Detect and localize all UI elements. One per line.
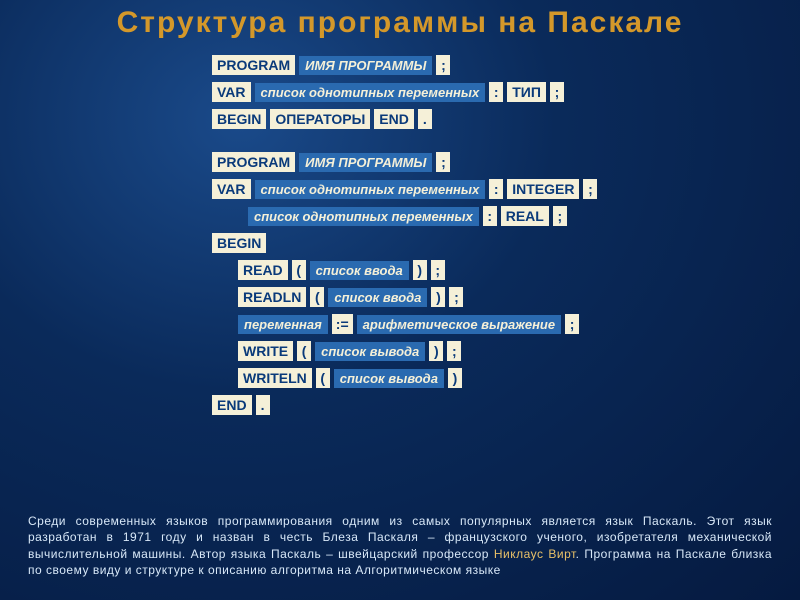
ph-varlist: список однотипных переменных [255, 83, 486, 102]
kw-real: REAL [501, 206, 549, 226]
line-var-1: VAR список однотипных переменных : ТИП ; [212, 81, 800, 103]
sym-semi: ; [565, 314, 579, 334]
sym-rpar: ) [429, 341, 443, 361]
kw-program: PROGRAM [212, 55, 295, 75]
sym-semi: ; [583, 179, 597, 199]
sym-lpar: ( [292, 260, 306, 280]
sym-rpar: ) [413, 260, 427, 280]
kw-begin: BEGIN [212, 233, 266, 253]
ph-progname: ИМЯ ПРОГРАММЫ [299, 153, 432, 172]
ph-progname: ИМЯ ПРОГРАММЫ [299, 56, 432, 75]
line-program-2: PROGRAM ИМЯ ПРОГРАММЫ ; [212, 151, 800, 173]
kw-program: PROGRAM [212, 152, 295, 172]
sym-semi: ; [550, 82, 564, 102]
sym-dot: . [418, 109, 432, 129]
kw-end: END [212, 395, 252, 415]
ph-outputlist: список вывода [315, 342, 425, 361]
sym-semi: ; [447, 341, 461, 361]
line-writeln: WRITELN ( список вывода ) [238, 367, 800, 389]
sym-dot: . [256, 395, 270, 415]
sym-semi: ; [431, 260, 445, 280]
sym-semi: ; [553, 206, 567, 226]
ph-inputlist: список ввода [328, 288, 427, 307]
kw-var: VAR [212, 179, 251, 199]
line-readln: READLN ( список ввода ) ; [238, 286, 800, 308]
ph-expr: арифметическое выражение [357, 315, 561, 334]
kw-read: READ [238, 260, 288, 280]
line-end-2: END . [212, 394, 800, 416]
sym-lpar: ( [316, 368, 330, 388]
kw-type: ТИП [507, 82, 546, 102]
ph-varlist: список однотипных переменных [255, 180, 486, 199]
ph-variable: переменная [238, 315, 328, 334]
kw-begin: BEGIN [212, 109, 266, 129]
page-title: Структура программы на Паскале [0, 0, 800, 40]
footer-highlight: Никлаус Вирт [494, 547, 576, 561]
kw-end: END [374, 109, 414, 129]
ph-varlist: список однотипных переменных [248, 207, 479, 226]
sym-colon: : [483, 206, 497, 226]
sym-semi: ; [436, 55, 450, 75]
footer-text: Среди современных языков программировани… [28, 513, 772, 578]
ph-inputlist: список ввода [310, 261, 409, 280]
kw-writeln: WRITELN [238, 368, 312, 388]
code-block: PROGRAM ИМЯ ПРОГРАММЫ ; VAR список однот… [212, 54, 800, 416]
line-var-real: список однотипных переменных : REAL ; [248, 205, 800, 227]
ph-outputlist: список вывода [334, 369, 444, 388]
line-begin-2: BEGIN [212, 232, 800, 254]
kw-var: VAR [212, 82, 251, 102]
sym-rpar: ) [448, 368, 462, 388]
line-begin-end-1: BEGIN ОПЕРАТОРЫ END . [212, 108, 800, 130]
kw-integer: INTEGER [507, 179, 579, 199]
line-var-integer: VAR список однотипных переменных : INTEG… [212, 178, 800, 200]
line-program-1: PROGRAM ИМЯ ПРОГРАММЫ ; [212, 54, 800, 76]
line-assign: переменная := арифметическое выражение ; [238, 313, 800, 335]
line-read: READ ( список ввода ) ; [238, 259, 800, 281]
sym-colon: : [489, 82, 503, 102]
sym-semi: ; [436, 152, 450, 172]
sym-colon: : [489, 179, 503, 199]
line-write: WRITE ( список вывода ) ; [238, 340, 800, 362]
sym-semi: ; [449, 287, 463, 307]
sym-assign: := [332, 314, 353, 334]
kw-write: WRITE [238, 341, 293, 361]
sym-rpar: ) [431, 287, 445, 307]
sym-lpar: ( [297, 341, 311, 361]
kw-readln: READLN [238, 287, 306, 307]
kw-operators: ОПЕРАТОРЫ [270, 109, 370, 129]
sym-lpar: ( [310, 287, 324, 307]
